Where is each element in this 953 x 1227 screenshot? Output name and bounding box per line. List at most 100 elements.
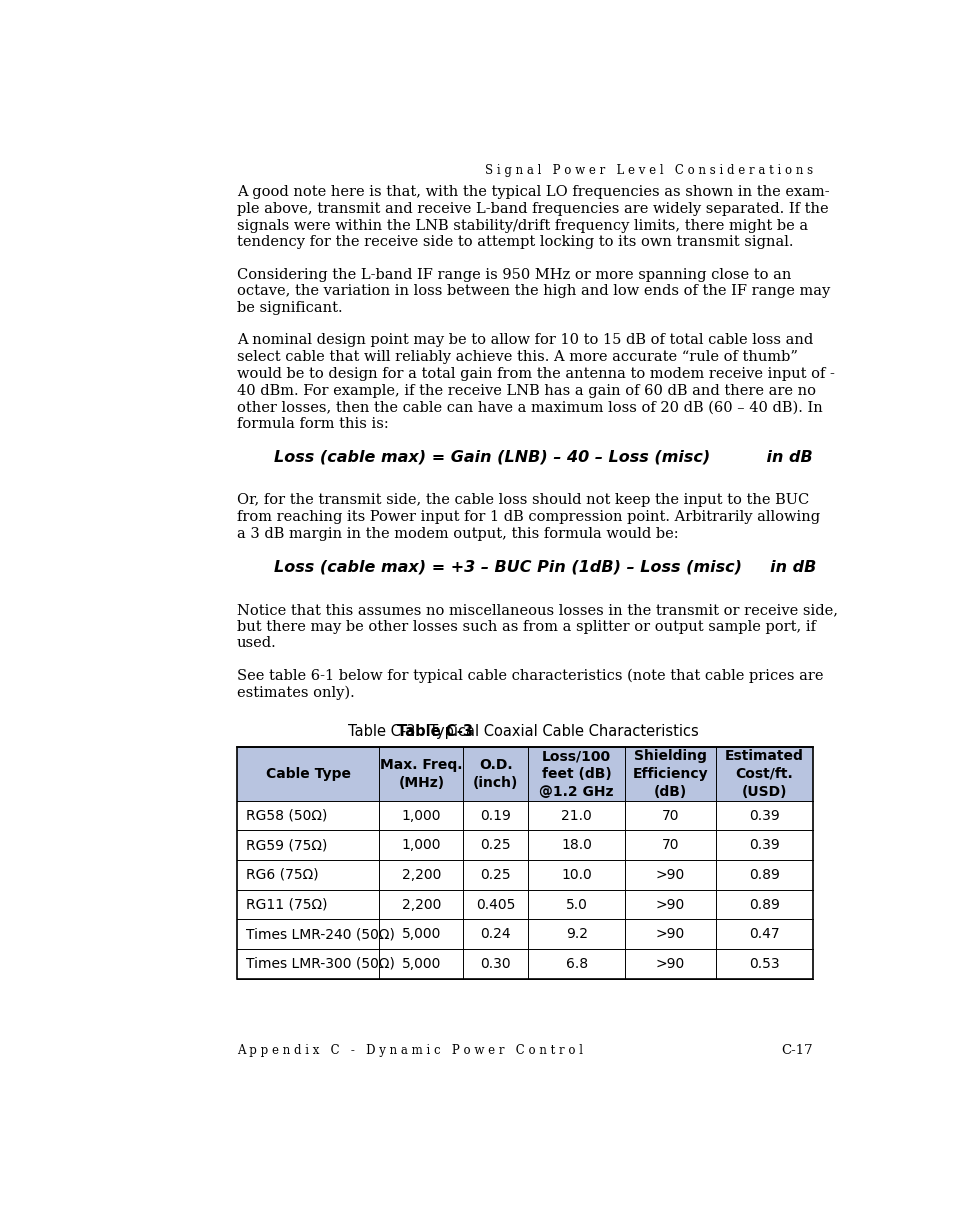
Text: 10.0: 10.0 [560,867,592,882]
Text: ple above, transmit and receive L-band frequencies are widely separated. If the: ple above, transmit and receive L-band f… [236,201,828,216]
Text: Cable Type: Cable Type [266,767,351,780]
Text: >90: >90 [656,898,684,912]
Bar [715,747,812,801]
Text: 1,000: 1,000 [401,838,440,853]
Bar [236,831,379,860]
Text: RG59 (75Ω): RG59 (75Ω) [246,838,328,853]
Text: Times LMR-240 (50Ω): Times LMR-240 (50Ω) [246,928,395,941]
Bar [624,890,715,919]
Bar [463,890,528,919]
Bar [528,747,624,801]
Text: 70: 70 [661,809,679,822]
Text: Considering the L-band IF range is 950 MHz or more spanning close to an: Considering the L-band IF range is 950 M… [236,267,791,281]
Bar [528,801,624,831]
Bar [379,860,463,890]
Bar [463,747,528,801]
Bar [715,890,812,919]
Text: See table 6-1 below for typical cable characteristics (note that cable prices ar: See table 6-1 below for typical cable ch… [236,669,822,683]
Text: select cable that will reliably achieve this. A more accurate “rule of thumb”: select cable that will reliably achieve … [236,350,797,364]
Text: >90: >90 [656,957,684,971]
Bar [528,919,624,948]
Bar [624,948,715,979]
Text: 0.89: 0.89 [748,898,779,912]
Text: 0.39: 0.39 [748,838,779,853]
Text: 0.19: 0.19 [480,809,511,822]
Text: A good note here is that, with the typical LO frequencies as shown in the exam-: A good note here is that, with the typic… [236,185,829,199]
Bar [624,919,715,948]
Text: would be to design for a total gain from the antenna to modem receive input of -: would be to design for a total gain from… [236,367,834,380]
Text: other losses, then the cable can have a maximum loss of 20 dB (60 – 40 dB). In: other losses, then the cable can have a … [236,400,821,415]
Text: tendency for the receive side to attempt locking to its own transmit signal.: tendency for the receive side to attempt… [236,236,793,249]
Text: 5,000: 5,000 [401,928,440,941]
Text: formula form this is:: formula form this is: [236,417,389,431]
Text: octave, the variation in loss between the high and low ends of the IF range may: octave, the variation in loss between th… [236,285,829,298]
Bar [715,948,812,979]
Bar [528,860,624,890]
Text: Times LMR-300 (50Ω): Times LMR-300 (50Ω) [246,957,395,971]
Text: a 3 dB margin in the modem output, this formula would be:: a 3 dB margin in the modem output, this … [236,526,678,541]
Bar [379,801,463,831]
Text: Loss (cable max) = Gain (LNB) – 40 – Loss (misc)          in dB: Loss (cable max) = Gain (LNB) – 40 – Los… [274,449,812,464]
Text: 5.0: 5.0 [565,898,587,912]
Text: Table C-3   Typical Coaxial Cable Characteristics: Table C-3 Typical Coaxial Cable Characte… [348,724,698,739]
Bar [528,890,624,919]
Text: A p p e n d i x   C   -   D y n a m i c   P o w e r   C o n t r o l: A p p e n d i x C - D y n a m i c P o w … [236,1044,582,1058]
Text: S i g n a l   P o w e r   L e v e l   C o n s i d e r a t i o n s: S i g n a l P o w e r L e v e l C o n s … [484,164,812,177]
Text: O.D.
(inch): O.D. (inch) [473,758,518,790]
Text: but there may be other losses such as from a splitter or output sample port, if: but there may be other losses such as fr… [236,620,815,633]
Text: 0.405: 0.405 [476,898,515,912]
Bar [715,860,812,890]
Text: 1,000: 1,000 [401,809,440,822]
Text: 0.30: 0.30 [480,957,511,971]
Bar [715,919,812,948]
Text: 2,200: 2,200 [401,898,440,912]
Bar [236,890,379,919]
Text: 70: 70 [661,838,679,853]
Bar [236,747,379,801]
Text: Shielding
Efficiency
(dB): Shielding Efficiency (dB) [632,748,708,799]
Text: Loss/100
feet (dB)
@1.2 GHz: Loss/100 feet (dB) @1.2 GHz [538,748,614,799]
Text: RG6 (75Ω): RG6 (75Ω) [246,867,318,882]
Bar [236,948,379,979]
Text: 0.53: 0.53 [748,957,779,971]
Text: 0.47: 0.47 [748,928,779,941]
Text: 40 dBm. For example, if the receive LNB has a gain of 60 dB and there are no: 40 dBm. For example, if the receive LNB … [236,384,815,398]
Text: 0.39: 0.39 [748,809,779,822]
Text: A nominal design point may be to allow for 10 to 15 dB of total cable loss and: A nominal design point may be to allow f… [236,334,813,347]
Bar [624,801,715,831]
Text: 9.2: 9.2 [565,928,587,941]
Bar [379,948,463,979]
Bar [463,860,528,890]
Text: C-17: C-17 [781,1044,812,1058]
Text: >90: >90 [656,928,684,941]
Text: 18.0: 18.0 [560,838,592,853]
Bar [463,919,528,948]
Text: signals were within the LNB stability/drift frequency limits, there might be a: signals were within the LNB stability/dr… [236,218,807,233]
Bar [715,831,812,860]
Bar [379,831,463,860]
Text: Table C-3: Table C-3 [396,724,473,739]
Text: Estimated
Cost/ft.
(USD): Estimated Cost/ft. (USD) [724,748,803,799]
Text: 21.0: 21.0 [560,809,592,822]
Bar [528,831,624,860]
Text: be significant.: be significant. [236,301,342,315]
Bar [463,831,528,860]
Text: 0.89: 0.89 [748,867,779,882]
Bar [463,801,528,831]
Text: Or, for the transmit side, the cable loss should not keep the input to the BUC: Or, for the transmit side, the cable los… [236,493,808,507]
Bar [236,801,379,831]
Text: RG11 (75Ω): RG11 (75Ω) [246,898,328,912]
Text: 5,000: 5,000 [401,957,440,971]
Bar [528,948,624,979]
Bar [463,948,528,979]
Text: estimates only).: estimates only). [236,686,355,699]
Bar [236,919,379,948]
Text: >90: >90 [656,867,684,882]
Bar [624,860,715,890]
Bar [624,831,715,860]
Text: 2,200: 2,200 [401,867,440,882]
Text: 0.25: 0.25 [480,838,511,853]
Bar [236,860,379,890]
Text: 6.8: 6.8 [565,957,587,971]
Text: Loss (cable max) = +3 – BUC Pin (1dB) – Loss (misc)     in dB: Loss (cable max) = +3 – BUC Pin (1dB) – … [274,560,816,574]
